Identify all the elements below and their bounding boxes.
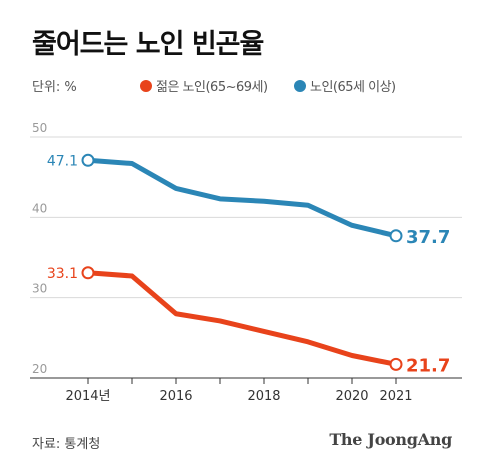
x-tick-label-2014: 2014년: [65, 389, 110, 404]
source-label: 자료: 통계청: [32, 437, 101, 452]
x-tick-label-2020: 2020: [335, 389, 368, 404]
y-tick-label-50: 50: [32, 121, 47, 135]
y-tick-label-30: 30: [32, 282, 47, 296]
series-start-label-0: 33.1: [47, 266, 78, 282]
brand-logo: The JoongAng: [329, 430, 452, 449]
series-start-point-0: [81, 266, 95, 280]
legend-dot-young-old: [140, 80, 152, 92]
unit-label: 단위: %: [32, 80, 77, 95]
series-line-0: [85, 270, 399, 367]
series-end-label-0: 21.7: [406, 355, 450, 376]
x-tick-label-2016: 2016: [159, 389, 192, 404]
series-end-point-1: [389, 229, 403, 243]
chart-title: 줄어드는 노인 빈곤율: [32, 29, 264, 60]
y-tick-label-20: 20: [32, 362, 47, 376]
legend: 단위: % 젊은 노인(65~69세) 노인(65세 이상): [32, 74, 462, 96]
legend-item-elderly: 노인(65세 이상): [294, 76, 396, 95]
series-start-point-1: [81, 153, 95, 167]
x-tick-label-2021: 2021: [379, 389, 412, 404]
legend-dot-elderly: [294, 80, 306, 92]
y-tick-label-40: 40: [32, 201, 47, 215]
legend-label-young-old: 젊은 노인(65~69세): [156, 80, 268, 95]
series-end-label-1: 37.7: [406, 227, 450, 248]
x-tick-label-2018: 2018: [247, 389, 280, 404]
series-line-1: [85, 157, 399, 239]
legend-item-young-old: 젊은 노인(65~69세): [140, 76, 268, 95]
series-end-point-0: [389, 357, 403, 371]
series-start-label-1: 47.1: [47, 153, 78, 169]
legend-label-elderly: 노인(65세 이상): [310, 80, 396, 95]
